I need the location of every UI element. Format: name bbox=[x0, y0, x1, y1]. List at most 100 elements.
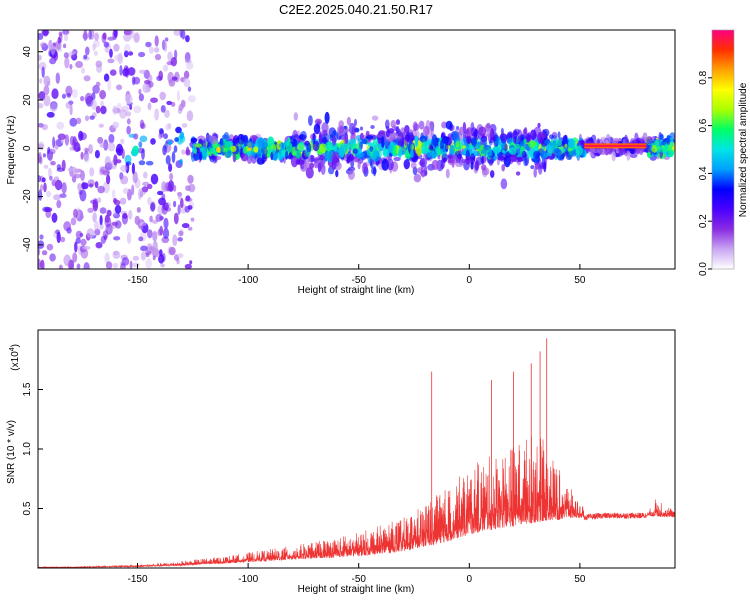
bottom-xlabel: Height of straight line (km) bbox=[298, 584, 415, 595]
heatmap-cell bbox=[38, 143, 44, 148]
heatmap-cell bbox=[199, 151, 203, 161]
heatmap-cell bbox=[664, 143, 669, 150]
top-ylabel: Frequency (Hz) bbox=[6, 116, 17, 185]
heatmap-cell bbox=[49, 48, 58, 59]
heatmap-cell bbox=[163, 217, 169, 229]
heatmap-cell bbox=[112, 121, 119, 129]
heatmap-cell bbox=[126, 188, 132, 201]
heatmap-cell bbox=[141, 186, 149, 193]
colorbar-tick-label: 0.0 bbox=[698, 262, 709, 276]
heatmap-cell bbox=[38, 175, 42, 183]
heatmap-cell bbox=[525, 132, 531, 143]
heatmap-cell bbox=[292, 138, 298, 147]
heatmap-cell bbox=[373, 145, 378, 151]
heatmap-cell bbox=[72, 252, 78, 263]
heatmap-cell bbox=[61, 159, 66, 172]
heatmap-cell bbox=[427, 149, 432, 158]
heatmap-cell bbox=[312, 132, 316, 145]
heatmap-cell bbox=[187, 86, 192, 92]
heatmap-cell bbox=[71, 88, 78, 99]
heatmap-cell bbox=[527, 148, 531, 160]
heatmap-cell bbox=[126, 232, 132, 244]
heatmap-cell bbox=[181, 149, 186, 155]
heatmap-cell bbox=[349, 156, 355, 161]
heatmap-cell bbox=[354, 118, 357, 127]
heatmap-cell bbox=[412, 121, 418, 132]
heatmap-cell bbox=[54, 139, 59, 150]
heatmap-cell bbox=[41, 66, 45, 78]
heatmap-cell bbox=[119, 197, 127, 205]
heatmap-cell bbox=[173, 184, 177, 192]
heatmap-cell bbox=[262, 142, 268, 149]
heatmap-cell bbox=[122, 187, 130, 194]
heatmap-cell bbox=[359, 141, 363, 151]
heatmap-cell bbox=[58, 31, 63, 37]
heatmap-cell bbox=[154, 108, 160, 121]
heatmap-cell bbox=[626, 149, 631, 161]
heatmap-cell bbox=[655, 140, 659, 149]
heatmap-cell bbox=[123, 30, 132, 36]
heatmap-cell bbox=[486, 122, 491, 129]
heatmap-cell bbox=[63, 52, 69, 59]
heatmap-cell bbox=[314, 118, 322, 125]
heatmap-cell bbox=[80, 152, 84, 160]
top-xtick-label: -100 bbox=[238, 275, 258, 286]
heatmap-cell bbox=[53, 194, 61, 201]
heatmap-cell bbox=[69, 63, 73, 70]
heatmap-cell bbox=[170, 57, 177, 67]
heatmap-cell bbox=[95, 60, 103, 68]
heatmap-cell bbox=[183, 78, 191, 88]
heatmap-cell bbox=[410, 149, 414, 159]
heatmap-cell bbox=[346, 116, 351, 126]
heatmap-cell bbox=[138, 88, 142, 95]
heatmap-cell bbox=[165, 123, 172, 131]
heatmap-cell bbox=[449, 144, 455, 156]
heatmap-cell bbox=[43, 182, 47, 193]
heatmap-cell bbox=[133, 32, 140, 43]
heatmap-cell bbox=[70, 217, 77, 226]
heatmap-cell bbox=[78, 190, 83, 196]
heatmap-cell bbox=[104, 234, 107, 241]
heatmap-cell bbox=[38, 102, 44, 109]
heatmap-cell bbox=[63, 221, 72, 232]
heatmap-cell bbox=[190, 217, 195, 222]
heatmap-cell bbox=[180, 198, 184, 208]
heatmap-cell bbox=[232, 151, 237, 163]
heatmap-cell bbox=[168, 140, 173, 146]
bottom-ytick-label: 0.5 bbox=[22, 501, 33, 515]
colorbar-tick-label: 0.8 bbox=[698, 70, 709, 84]
heatmap-cell bbox=[473, 150, 480, 157]
heatmap-cell bbox=[475, 160, 480, 171]
heatmap-cell bbox=[39, 234, 44, 240]
heatmap-cell bbox=[210, 135, 218, 145]
heatmap-cell bbox=[119, 65, 123, 76]
heatmap-cell bbox=[65, 102, 71, 109]
heatmap-cell bbox=[187, 226, 193, 231]
heatmap-cell bbox=[94, 220, 99, 231]
heatmap-cell bbox=[515, 171, 521, 176]
heatmap-cell bbox=[74, 168, 83, 173]
heatmap-cell bbox=[105, 223, 113, 235]
top-xtick-label: 50 bbox=[574, 275, 586, 286]
heatmap-cell bbox=[187, 205, 193, 210]
heatmap-cell bbox=[142, 82, 150, 94]
heatmap-cell bbox=[230, 145, 237, 153]
heatmap-cell bbox=[57, 36, 62, 44]
heatmap-cell bbox=[431, 150, 437, 159]
heatmap-cell bbox=[177, 204, 181, 215]
heatmap-cell bbox=[369, 146, 374, 152]
heatmap-cell bbox=[372, 150, 380, 162]
heatmap-cell bbox=[313, 123, 321, 135]
heatmap-cell bbox=[115, 84, 123, 91]
heatmap-cell bbox=[186, 61, 194, 70]
colorbar-frame bbox=[711, 29, 735, 270]
heatmap-cell bbox=[40, 184, 44, 191]
heatmap-cell bbox=[163, 133, 169, 140]
heatmap-cell bbox=[162, 202, 169, 211]
heatmap-cell bbox=[164, 37, 169, 42]
heatmap-cell bbox=[164, 109, 170, 119]
heatmap-cell bbox=[357, 160, 361, 170]
heatmap-cell bbox=[38, 122, 44, 128]
heatmap-cell bbox=[39, 156, 43, 165]
